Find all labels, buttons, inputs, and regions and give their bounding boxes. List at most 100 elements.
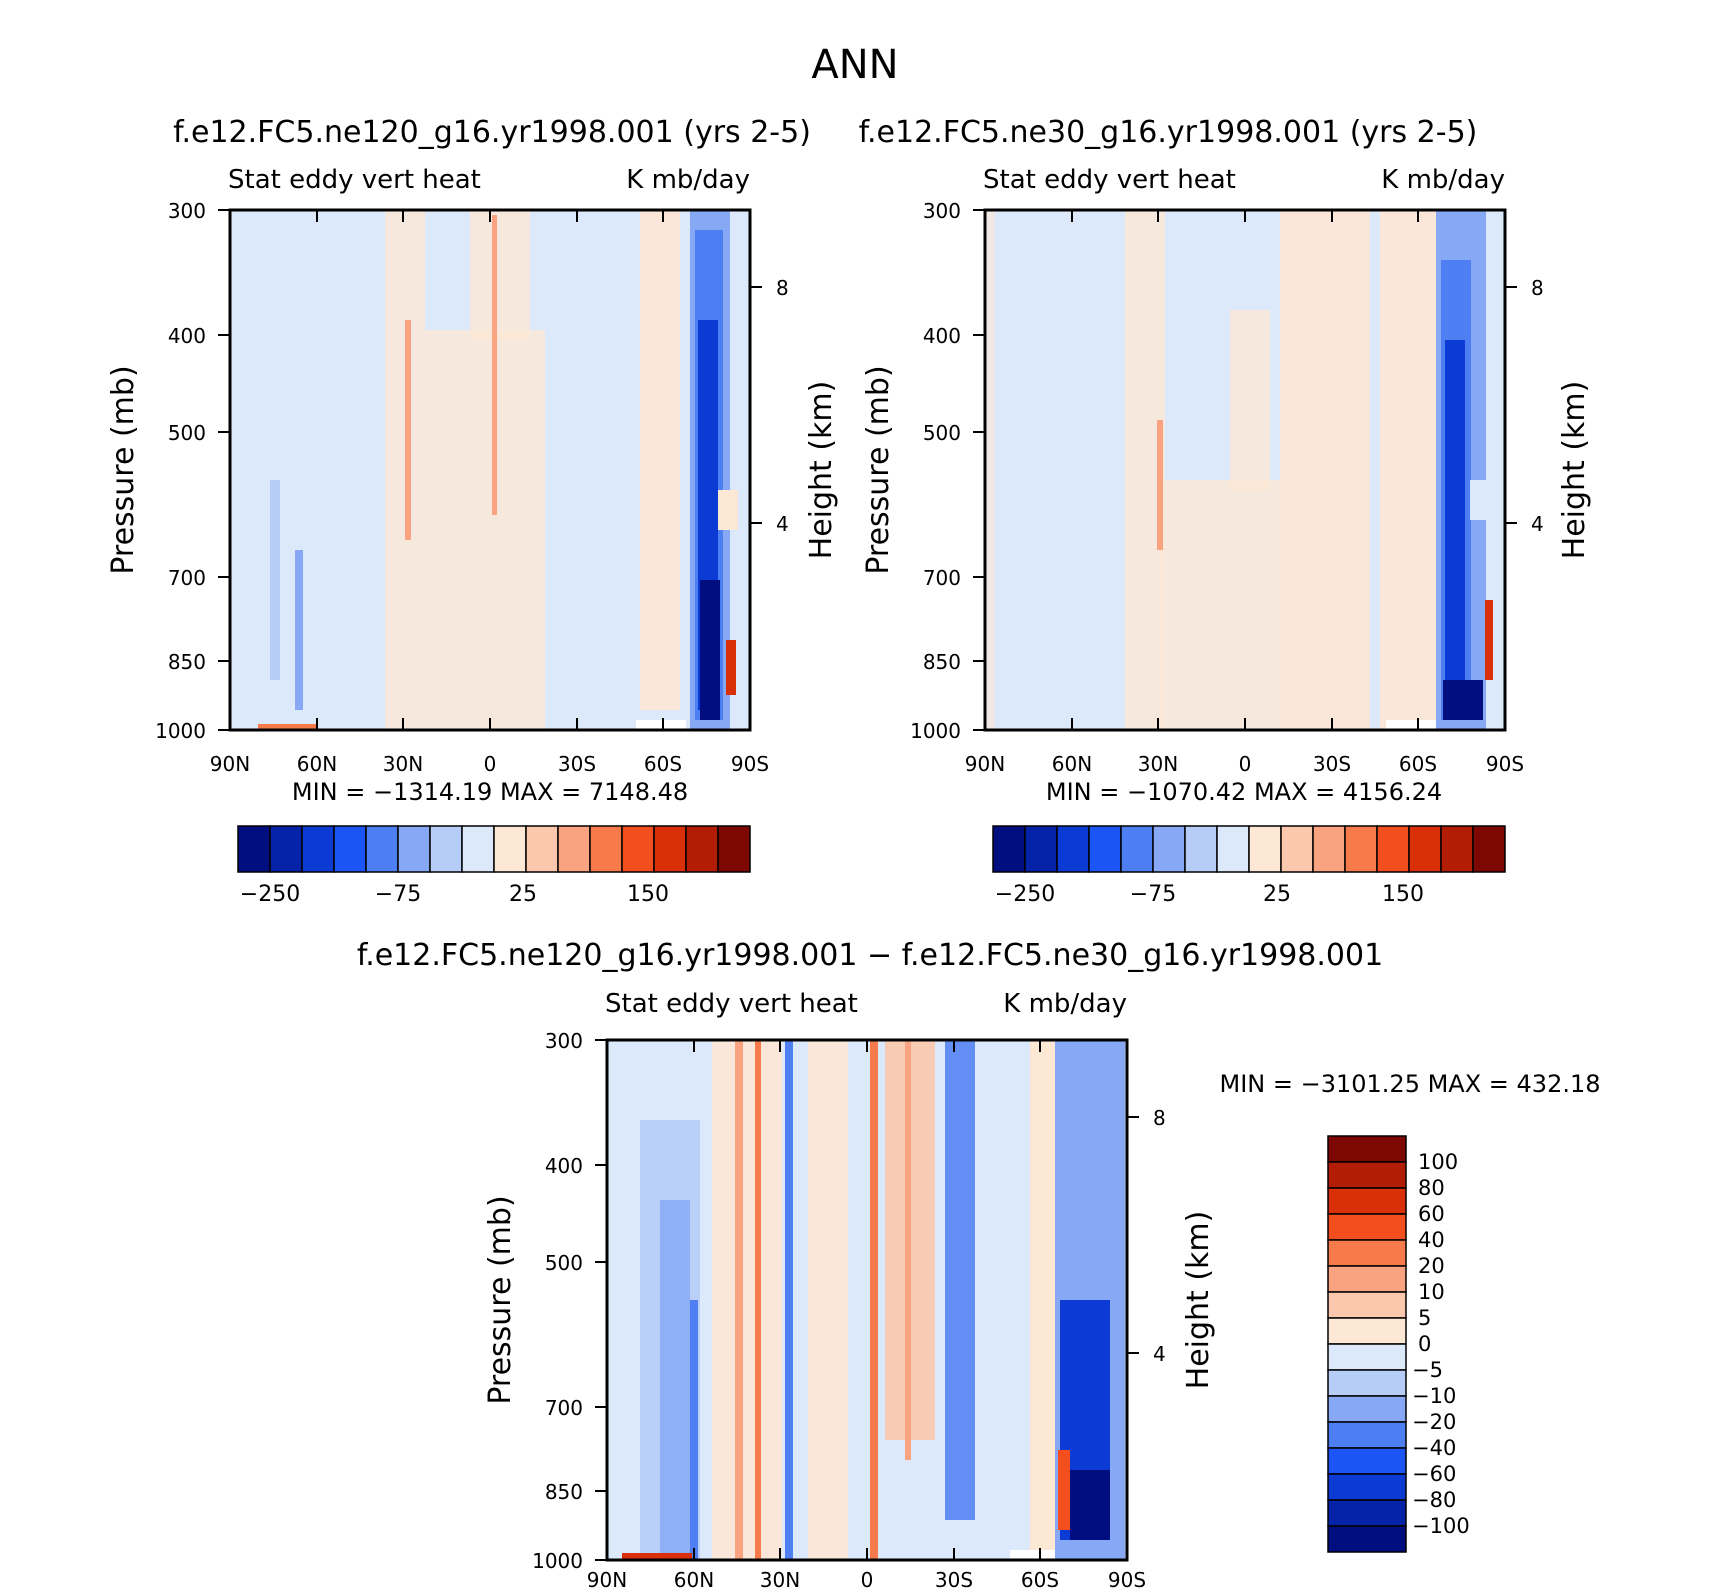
colorbar-label: −75 xyxy=(1130,882,1176,907)
x-tick-label: 90S xyxy=(1108,1568,1146,1591)
colorbar-swatch xyxy=(1408,825,1442,873)
y-tick-label: 500 xyxy=(923,421,961,445)
warm-band-60s xyxy=(640,210,680,710)
colorbar-swatch xyxy=(1216,825,1250,873)
colorbar-swatch xyxy=(621,825,655,873)
x-tick-label: 90S xyxy=(1486,752,1524,776)
colorbar-swatch xyxy=(589,825,623,873)
x-tick-label: 90N xyxy=(965,752,1005,776)
cool-streak xyxy=(295,550,303,710)
antarctic-warm-spot xyxy=(726,640,736,695)
colorbar-swatch xyxy=(1327,1135,1407,1163)
y-axis-label: Pressure (mb) xyxy=(106,365,141,574)
y-tick-label: 700 xyxy=(168,566,206,590)
y-tick-label: 1000 xyxy=(910,719,961,743)
variable-label: Stat eddy vert heat xyxy=(983,165,1236,195)
colorbar-label: 20 xyxy=(1418,1254,1445,1278)
colorbar-label: −60 xyxy=(1412,1462,1456,1486)
y2-tick-label: 8 xyxy=(1531,276,1544,300)
panel-title: f.e12.FC5.ne30_g16.yr1998.001 (yrs 2-5) xyxy=(859,115,1478,150)
units-label: K mb/day xyxy=(626,165,750,195)
colorbar-swatch xyxy=(992,825,1026,873)
y-axis: 300 400 500 700 850 1000 Pressure (mb) xyxy=(861,199,985,743)
colorbar-swatch xyxy=(1327,1265,1407,1293)
colorbar-swatch xyxy=(1440,825,1474,873)
cool-band xyxy=(660,1200,690,1560)
warm-band-tropics-upper xyxy=(470,210,530,340)
y-tick-label: 300 xyxy=(923,199,961,223)
colorbar-swatch xyxy=(365,825,399,873)
colorbar-label: −100 xyxy=(1412,1514,1470,1538)
colorbar-swatch xyxy=(1327,1395,1407,1423)
y2-tick-label: 8 xyxy=(776,276,789,300)
y2-tick-label: 4 xyxy=(776,512,789,536)
colorbar-swatch xyxy=(397,825,431,873)
colorbar-swatch xyxy=(333,825,367,873)
y-axis: 300 400 500 700 850 1000 Pressure (mb) xyxy=(483,1029,607,1573)
x-tick-label: 60N xyxy=(674,1568,714,1591)
colorbar-swatch xyxy=(1327,1161,1407,1189)
antarctic-cold-core xyxy=(1445,340,1465,710)
x-tick-label: 30N xyxy=(1138,752,1178,776)
colorbar-swatches xyxy=(992,825,1506,873)
colorbar-swatch xyxy=(1120,825,1154,873)
y2-axis: 8 4 Height (km) xyxy=(750,276,839,559)
y-tick-label: 500 xyxy=(168,421,206,445)
x-tick-label: 90N xyxy=(587,1568,627,1591)
colorbar-label: −40 xyxy=(1412,1436,1456,1460)
cool-streak xyxy=(785,1040,793,1560)
colorbar-swatch xyxy=(1280,825,1314,873)
colorbar-swatches xyxy=(237,825,751,873)
x-tick-label: 90S xyxy=(731,752,769,776)
colorbar-label: −5 xyxy=(1412,1358,1443,1382)
colorbar-swatch xyxy=(1327,1525,1407,1553)
colorbar-label: −80 xyxy=(1412,1488,1456,1512)
colorbar-label: −20 xyxy=(1412,1410,1456,1434)
figure-title: ANN xyxy=(811,42,898,88)
colorbar-swatch xyxy=(1327,1317,1407,1345)
colorbar-swatch xyxy=(1327,1343,1407,1371)
colorbar-swatch xyxy=(1327,1213,1407,1241)
y-tick-label: 850 xyxy=(545,1480,583,1504)
colorbar-swatch xyxy=(557,825,591,873)
warm-band-tropics xyxy=(1160,480,1280,730)
colorbar-label: 60 xyxy=(1418,1202,1445,1226)
colorbar-swatch xyxy=(1327,1499,1407,1527)
colorbar-label: 0 xyxy=(1418,1332,1431,1356)
x-tick-label: 0 xyxy=(861,1568,874,1591)
warm-streak xyxy=(492,215,497,515)
warm-band-tropics-upper xyxy=(1230,310,1270,490)
antarctic-cold-core xyxy=(1070,1470,1110,1540)
y-tick-label: 850 xyxy=(923,650,961,674)
y-axis: 300 400 500 700 850 1000 Pressure (mb) xyxy=(106,199,230,743)
y2-tick-label: 8 xyxy=(1153,1106,1166,1130)
y-tick-label: 850 xyxy=(168,650,206,674)
colorbar-swatch xyxy=(301,825,335,873)
units-label: K mb/day xyxy=(1381,165,1505,195)
colorbar-label: −75 xyxy=(375,882,421,907)
y-tick-label: 500 xyxy=(545,1251,583,1275)
colorbar-swatch xyxy=(1327,1239,1407,1267)
y-tick-label: 400 xyxy=(545,1154,583,1178)
warm-band-tropics xyxy=(808,1040,848,1560)
colorbar-swatch xyxy=(269,825,303,873)
y2-axis-label: Height (km) xyxy=(1557,381,1592,560)
colorbar-label: 150 xyxy=(1382,882,1424,907)
surface-warm-spot xyxy=(258,724,318,730)
plot-area xyxy=(983,208,1507,732)
colorbar-label: 25 xyxy=(509,882,537,907)
y2-axis-label: Height (km) xyxy=(804,381,839,560)
colorbar: −250 −75 25 150 xyxy=(237,825,751,907)
antarctic-warm-patch xyxy=(718,490,738,530)
variable-label: Stat eddy vert heat xyxy=(605,989,858,1019)
colorbar-label: 80 xyxy=(1418,1176,1445,1200)
colorbar-swatch xyxy=(1327,1369,1407,1397)
y-axis-label: Pressure (mb) xyxy=(861,365,896,574)
colorbar-vertical: 100 80 60 40 20 10 5 0 −5 −10 −20 −40 −6… xyxy=(1327,1135,1470,1553)
x-tick-label: 90N xyxy=(210,752,250,776)
masked-region xyxy=(1010,1550,1055,1560)
colorbar-swatch xyxy=(653,825,687,873)
x-tick-label: 30N xyxy=(760,1568,800,1591)
y-tick-label: 700 xyxy=(923,566,961,590)
